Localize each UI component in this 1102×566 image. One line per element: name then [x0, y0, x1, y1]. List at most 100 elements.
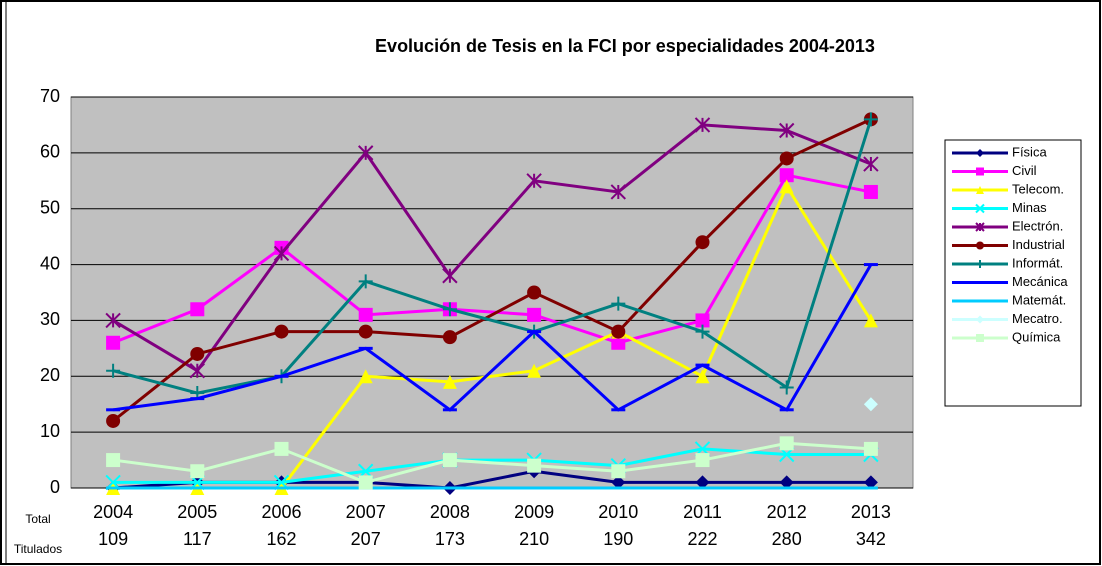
marker: [527, 363, 542, 378]
legend-label: Civil: [1012, 163, 1037, 178]
legend-label: Telecom.: [1012, 181, 1064, 196]
totals-label: Titulados: [14, 542, 62, 556]
marker: [976, 334, 984, 342]
marker: [863, 475, 878, 490]
marker: [527, 458, 542, 473]
marker: [695, 369, 710, 384]
marker: [779, 179, 794, 194]
legend-label: Minas: [1012, 200, 1047, 215]
marker: [358, 324, 373, 339]
chart-title: Evolución de Tesis en la FCI por especia…: [375, 36, 875, 56]
marker: [611, 296, 626, 311]
marker: [695, 324, 710, 339]
total-label: 342: [856, 529, 886, 549]
marker: [358, 475, 373, 490]
series-line: [112, 118, 873, 395]
marker: [106, 335, 121, 350]
total-label: 207: [351, 529, 381, 549]
marker: [357, 145, 374, 161]
legend: [944, 139, 1082, 407]
marker: [695, 313, 710, 328]
marker: [695, 235, 710, 250]
marker: [611, 475, 626, 490]
legend-label: Mecánica: [1012, 274, 1068, 289]
marker: [863, 112, 878, 127]
marker: [190, 346, 205, 361]
marker: [975, 222, 985, 232]
marker: [611, 464, 626, 479]
marker: [695, 453, 710, 468]
legend-label: Informát.: [1012, 255, 1063, 270]
total-label: 162: [266, 529, 296, 549]
marker: [358, 307, 373, 322]
marker: [863, 441, 878, 456]
x-tick-label: 2009: [514, 502, 554, 522]
y-tick-label: 10: [40, 421, 60, 441]
legend-label: Física: [1012, 144, 1047, 159]
marker: [695, 475, 710, 490]
x-tick-label: 2006: [261, 502, 301, 522]
marker: [190, 302, 205, 317]
marker: [976, 186, 984, 194]
marker: [779, 436, 794, 451]
marker: [106, 413, 121, 428]
legend-label: Electrón.: [1012, 218, 1063, 233]
total-label: 222: [687, 529, 717, 549]
marker: [863, 184, 878, 199]
marker: [358, 369, 373, 384]
x-tick-label: 2011: [683, 502, 722, 522]
marker: [189, 362, 206, 379]
marker: [442, 374, 457, 389]
plot-area: [70, 96, 914, 489]
marker: [274, 441, 289, 456]
marker: [863, 156, 879, 172]
marker: [610, 184, 627, 200]
series-line: [112, 263, 873, 412]
legend-label: Matemát.: [1012, 292, 1066, 307]
series-line: [112, 441, 871, 484]
marker: [779, 475, 794, 490]
marker: [106, 363, 121, 378]
marker: [976, 260, 984, 268]
y-tick-label: 70: [40, 86, 60, 106]
y-tick-label: 60: [40, 142, 60, 162]
marker: [442, 268, 458, 284]
x-tick-label: 2010: [598, 502, 638, 522]
marker: [611, 335, 626, 350]
marker: [976, 241, 984, 250]
total-label: 210: [519, 529, 549, 549]
total-label: 190: [603, 529, 633, 549]
x-tick-label: 2004: [93, 502, 133, 522]
marker: [190, 464, 205, 479]
marker: [779, 380, 794, 395]
marker: [105, 312, 121, 329]
y-tick-label: 0: [50, 477, 60, 497]
marker: [779, 168, 794, 183]
marker: [976, 315, 984, 324]
y-tick-label: 50: [40, 197, 60, 217]
marker: [358, 274, 373, 289]
total-label: 280: [772, 529, 802, 549]
total-label: 117: [183, 529, 212, 549]
marker: [442, 302, 457, 317]
marker: [527, 307, 542, 322]
marker: [442, 330, 457, 345]
marker: [274, 324, 289, 339]
marker: [779, 151, 794, 166]
totals-label: Total: [25, 512, 50, 526]
legend-label: Mecatro.: [1012, 311, 1063, 326]
marker: [442, 453, 457, 468]
x-tick-label: 2005: [177, 502, 217, 522]
x-tick-label: 2007: [346, 502, 386, 522]
x-tick-label: 2008: [430, 502, 470, 522]
marker: [778, 122, 795, 139]
y-tick-label: 20: [40, 365, 60, 385]
marker: [106, 453, 121, 468]
marker: [526, 173, 542, 189]
x-tick-label: 2013: [851, 502, 891, 522]
total-label: 109: [98, 529, 128, 549]
x-tick-label: 2012: [767, 502, 807, 522]
marker: [694, 117, 711, 133]
marker: [611, 324, 626, 339]
